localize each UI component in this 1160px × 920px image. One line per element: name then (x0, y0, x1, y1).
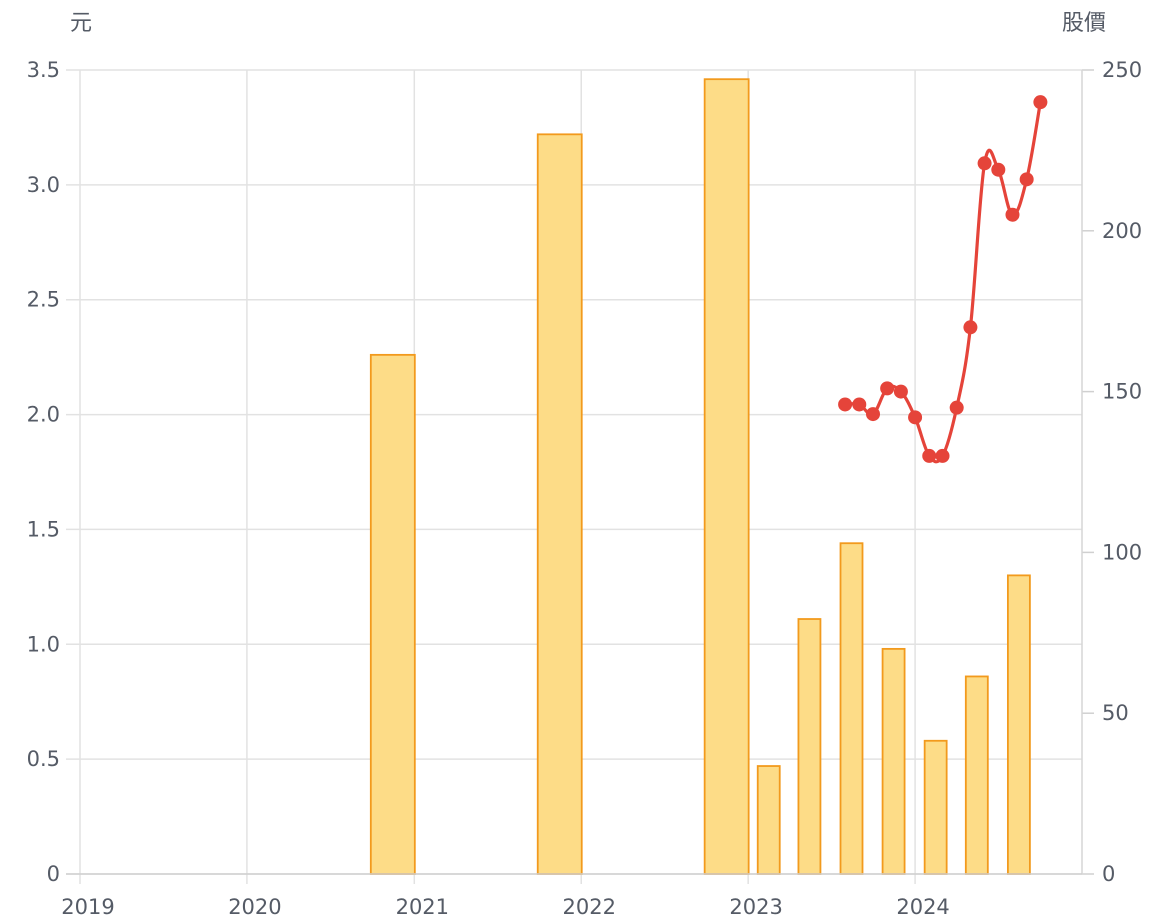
right-tick-label: 0 (1102, 862, 1115, 886)
left-tick-label: 1.5 (27, 517, 60, 541)
price-point (880, 381, 895, 396)
price-point (922, 448, 937, 463)
dividend-bar (369, 353, 416, 875)
x-tick-label: 2024 (896, 895, 949, 919)
left-tick-label: 2.5 (27, 288, 60, 312)
price-point (893, 384, 908, 399)
price-point (866, 407, 881, 422)
price-line (845, 101, 1042, 464)
x-tick-label: 2022 (563, 895, 616, 919)
x-tick-label: 2019 (61, 895, 114, 919)
x-tick-label: 2023 (729, 895, 782, 919)
right-axis-unit: 股價 (1062, 11, 1106, 36)
dividend-bar (881, 647, 906, 875)
x-tick-label: 2021 (396, 895, 449, 919)
dividend-bar (1006, 574, 1031, 875)
left-axis-unit: 元 (70, 11, 92, 36)
left-tick-label: 0.5 (27, 747, 60, 771)
dividend-bar (964, 675, 989, 875)
price-point (949, 400, 964, 415)
dividend-bar (703, 78, 750, 875)
price-point (838, 397, 853, 412)
price-point (908, 410, 923, 425)
right-tick-label: 250 (1102, 58, 1142, 82)
price-point (977, 156, 992, 171)
dividend-bar (923, 739, 948, 875)
right-tick-label: 50 (1102, 701, 1129, 725)
price-point (1019, 172, 1034, 187)
right-tick-label: 100 (1102, 540, 1142, 564)
left-tick-label: 1.0 (27, 632, 60, 656)
left-tick-label: 3.5 (27, 58, 60, 82)
price-point (991, 162, 1006, 177)
dividend-bars (369, 78, 1031, 875)
price-point (1005, 207, 1020, 222)
price-point (935, 448, 950, 463)
x-tick-label: 2020 (228, 895, 281, 919)
dividend-bar (839, 542, 864, 875)
price-point (1033, 95, 1048, 110)
price-line-series (838, 95, 1048, 464)
left-tick-label: 0 (47, 862, 60, 886)
right-tick-label: 150 (1102, 380, 1142, 404)
dividend-bar (756, 765, 781, 875)
dividend-bar (797, 618, 822, 875)
left-tick-label: 3.0 (27, 173, 60, 197)
left-tick-label: 2.0 (27, 403, 60, 427)
dividend-bar (536, 133, 583, 875)
right-tick-label: 200 (1102, 219, 1142, 243)
axes: 0 0.5 1.0 1.5 2.0 2.5 3.0 3.5 0 50 100 150 200 250 201… (27, 58, 1143, 919)
price-point (852, 397, 867, 412)
price-point (963, 320, 978, 335)
